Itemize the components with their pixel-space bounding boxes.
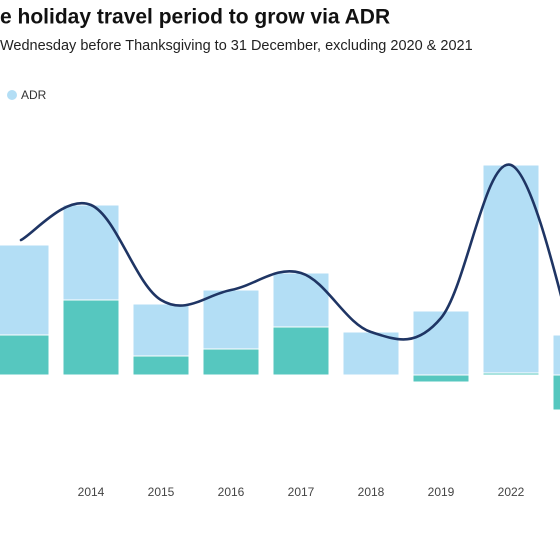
chart-subtitle: Wednesday before Thanksgiving to 31 Dece…	[0, 38, 473, 54]
bar-segment	[62, 299, 120, 376]
x-tick-label: 2018	[358, 485, 385, 499]
bar-segment	[62, 204, 120, 301]
bar-segment	[272, 326, 330, 376]
x-tick-label: 2016	[218, 485, 245, 499]
line	[19, 163, 560, 341]
legend-swatch	[7, 90, 17, 100]
bar-segment	[202, 289, 260, 350]
bar-segment	[0, 244, 50, 336]
chart-title: e holiday travel period to grow via ADR	[0, 6, 390, 29]
x-tick-label: 2014	[78, 485, 105, 499]
x-tick-label: 2022	[498, 485, 525, 499]
bar-segment	[0, 334, 50, 376]
bar-segment	[272, 272, 330, 328]
bar-segment	[552, 374, 560, 411]
bar-segment	[412, 310, 470, 376]
bar-segment	[552, 334, 560, 376]
x-tick-label: 2015	[148, 485, 175, 499]
bar-segment	[202, 348, 260, 376]
bar-segment	[132, 303, 190, 357]
bar-segment	[412, 374, 470, 383]
x-tick-label: 2019	[428, 485, 455, 499]
bar-segment	[482, 164, 540, 374]
bar-segment	[132, 355, 190, 376]
x-tick-label: 2017	[288, 485, 315, 499]
bar-segment	[342, 331, 400, 376]
legend-label: ADR	[21, 88, 47, 102]
